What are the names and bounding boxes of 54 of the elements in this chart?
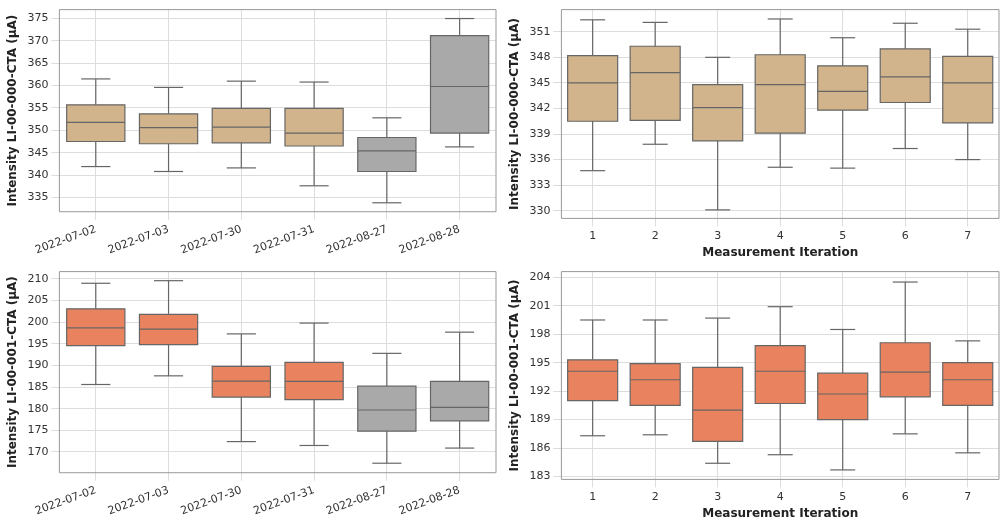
y-axis-title: Intensity LI-00-000-CTA (µA) xyxy=(507,18,522,210)
x-tick-label: 5 xyxy=(839,489,847,503)
x-tick-label: 1 xyxy=(589,228,597,242)
x-tick-label: 3 xyxy=(714,489,722,503)
y-tick-label: 355 xyxy=(27,100,49,114)
x-tick-label: 4 xyxy=(776,228,784,242)
x-tick-label: 4 xyxy=(776,489,784,503)
y-tick-label: 350 xyxy=(27,123,49,137)
y-tick-label: 183 xyxy=(529,469,551,483)
y-tick-label: 210 xyxy=(27,271,49,285)
y-tick-label: 195 xyxy=(529,355,551,369)
y-tick-label: 345 xyxy=(529,75,551,89)
x-tick-label: 7 xyxy=(964,489,972,503)
y-tick-label: 200 xyxy=(27,315,49,329)
y-tick-label: 195 xyxy=(27,336,49,350)
y-tick-label: 186 xyxy=(529,440,551,454)
y-tick-label: 370 xyxy=(27,33,49,47)
y-tick-label: 365 xyxy=(27,56,49,70)
y-tick-label: 340 xyxy=(27,167,49,181)
y-tick-label: 339 xyxy=(529,126,551,140)
x-tick-label: 2 xyxy=(651,228,659,242)
x-tick-label: 2 xyxy=(651,489,659,503)
y-tick-label: 360 xyxy=(27,78,49,92)
x-tick-label: 6 xyxy=(901,228,909,242)
y-tick-label: 192 xyxy=(529,384,551,398)
y-tick-label: 170 xyxy=(27,444,49,458)
y-tick-label: 180 xyxy=(27,401,49,415)
y-tick-label: 336 xyxy=(529,152,551,166)
x-tick-label: 6 xyxy=(901,489,909,503)
y-tick-label: 204 xyxy=(529,270,551,284)
x-tick-label: 5 xyxy=(839,228,847,242)
x-tick-label: 7 xyxy=(964,228,972,242)
y-tick-label: 345 xyxy=(27,145,49,159)
y-tick-label: 351 xyxy=(529,24,551,38)
x-axis-title: Measurement Iteration xyxy=(702,244,859,259)
y-tick-label: 185 xyxy=(27,379,49,393)
y-tick-label: 330 xyxy=(529,203,551,217)
y-axis-title: Intensity LI-00-001-CTA (µA) xyxy=(507,279,522,472)
y-tick-label: 375 xyxy=(27,11,49,25)
y-tick-label: 335 xyxy=(27,190,49,204)
y-tick-label: 342 xyxy=(529,101,551,115)
x-axis-title: Measurement Iteration xyxy=(702,505,859,520)
y-tick-label: 198 xyxy=(529,327,551,341)
y-tick-label: 190 xyxy=(27,358,49,372)
y-tick-label: 175 xyxy=(27,423,49,437)
y-tick-label: 201 xyxy=(529,298,551,312)
y-axis-title: Intensity LI-00-001-CTA (µA) xyxy=(5,276,20,469)
y-tick-label: 189 xyxy=(529,412,551,426)
x-tick-label: 3 xyxy=(714,228,722,242)
y-tick-label: 348 xyxy=(529,50,551,64)
x-tick-label: 1 xyxy=(589,489,597,503)
y-tick-label: 333 xyxy=(529,178,551,192)
y-tick-label: 205 xyxy=(27,293,49,307)
y-axis-title: Intensity LI-00-000-CTA (µA) xyxy=(5,14,20,207)
